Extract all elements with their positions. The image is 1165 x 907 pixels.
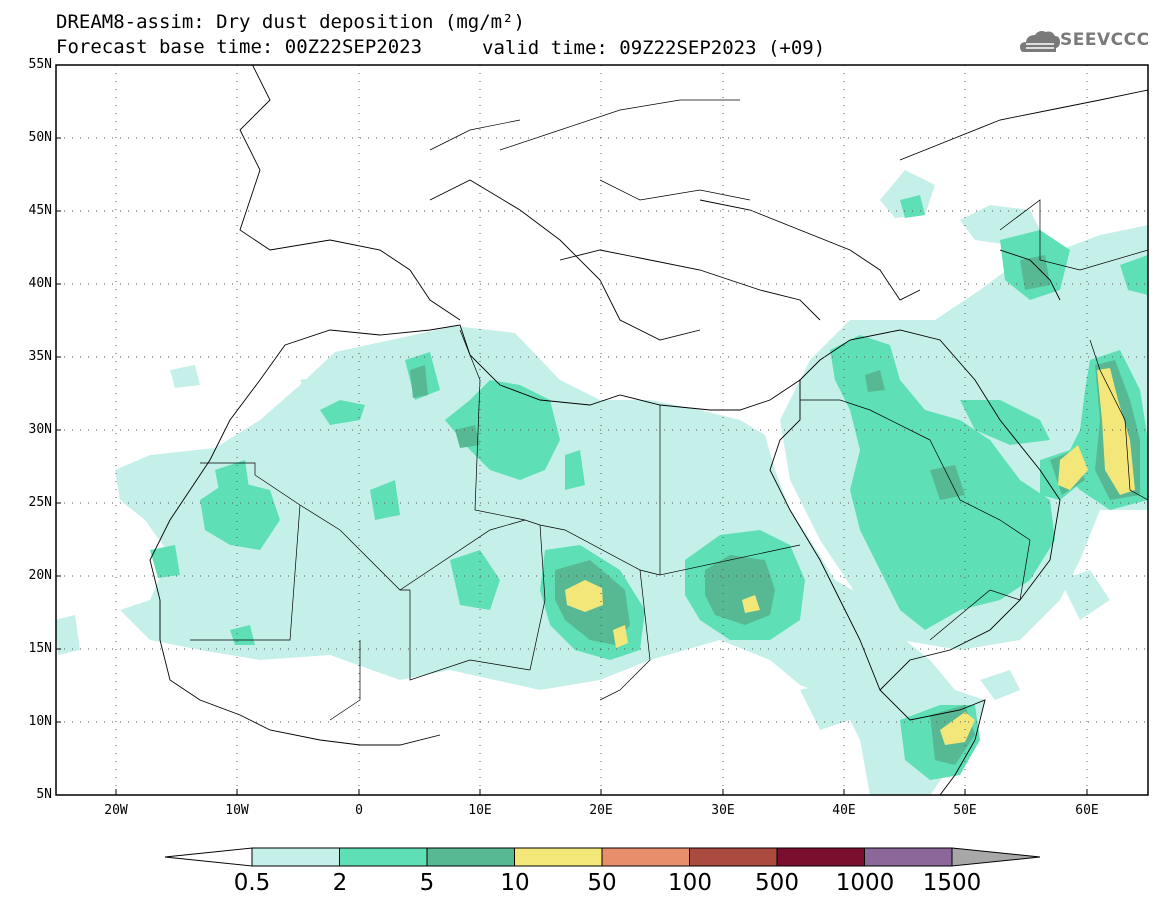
- lat-label: 5N: [36, 787, 52, 802]
- lat-label: 20N: [28, 568, 52, 583]
- colorbar-swatch: [426, 847, 515, 867]
- lon-label: 50E: [953, 803, 977, 818]
- lon-label: 30E: [711, 803, 735, 818]
- dust-contours: [56, 170, 1148, 795]
- lat-label: 50N: [28, 130, 52, 145]
- colorbar-swatch: [514, 847, 603, 867]
- colorbar-high-arrow: [951, 847, 1041, 867]
- lat-label: 35N: [28, 349, 52, 364]
- lat-label: 25N: [28, 495, 52, 510]
- cloud-logo-icon: [1020, 31, 1060, 52]
- colorbar-swatch: [339, 847, 428, 867]
- map-title: DREAM8-assim: Dry dust deposition (mg/m²…: [56, 11, 525, 33]
- coastlines: [149, 65, 1148, 795]
- colorbar-label: 50: [587, 870, 617, 896]
- graticule: [56, 65, 1148, 795]
- lon-label: 40E: [832, 803, 856, 818]
- colorbar-label: 100: [668, 870, 712, 896]
- valid-time: valid time: 09Z22SEP2023 (+09): [482, 37, 826, 59]
- lon-label: 10W: [225, 803, 249, 818]
- lat-label: 15N: [28, 641, 52, 656]
- lat-label: 55N: [28, 57, 52, 72]
- colorbar-low-arrow: [164, 847, 253, 867]
- colorbar-swatch: [864, 847, 953, 867]
- colorbar-label: 500: [755, 870, 799, 896]
- map-frame: [55, 64, 1149, 796]
- colorbar-label: 5: [419, 870, 435, 896]
- lat-label: 40N: [28, 276, 52, 291]
- colorbar-label: 2: [332, 870, 348, 896]
- colorbar-label: 1500: [922, 870, 982, 896]
- colorbar-swatch: [251, 847, 340, 867]
- lat-label: 45N: [28, 203, 52, 218]
- lon-label: 20E: [589, 803, 613, 818]
- lon-label: 0: [355, 803, 363, 818]
- lon-label: 20W: [104, 803, 128, 818]
- colorbar-swatch: [689, 847, 778, 867]
- lon-label: 60E: [1075, 803, 1099, 818]
- colorbar-swatch: [776, 847, 865, 867]
- colorbar: [164, 847, 1041, 867]
- dust-level-10: [565, 368, 1135, 745]
- colorbar-label: 0.5: [233, 870, 271, 896]
- forecast-base-time: Forecast base time: 00Z22SEP2023: [56, 36, 423, 58]
- logo-text: SEEVCCC: [1060, 30, 1150, 50]
- colorbar-swatch: [601, 847, 690, 867]
- lat-label: 30N: [28, 422, 52, 437]
- lon-label: 10E: [468, 803, 492, 818]
- colorbar-label: 10: [500, 870, 530, 896]
- axis-ticks: [56, 64, 1088, 795]
- lat-label: 10N: [28, 714, 52, 729]
- colorbar-label: 1000: [835, 870, 895, 896]
- country-borders: [190, 99, 1148, 721]
